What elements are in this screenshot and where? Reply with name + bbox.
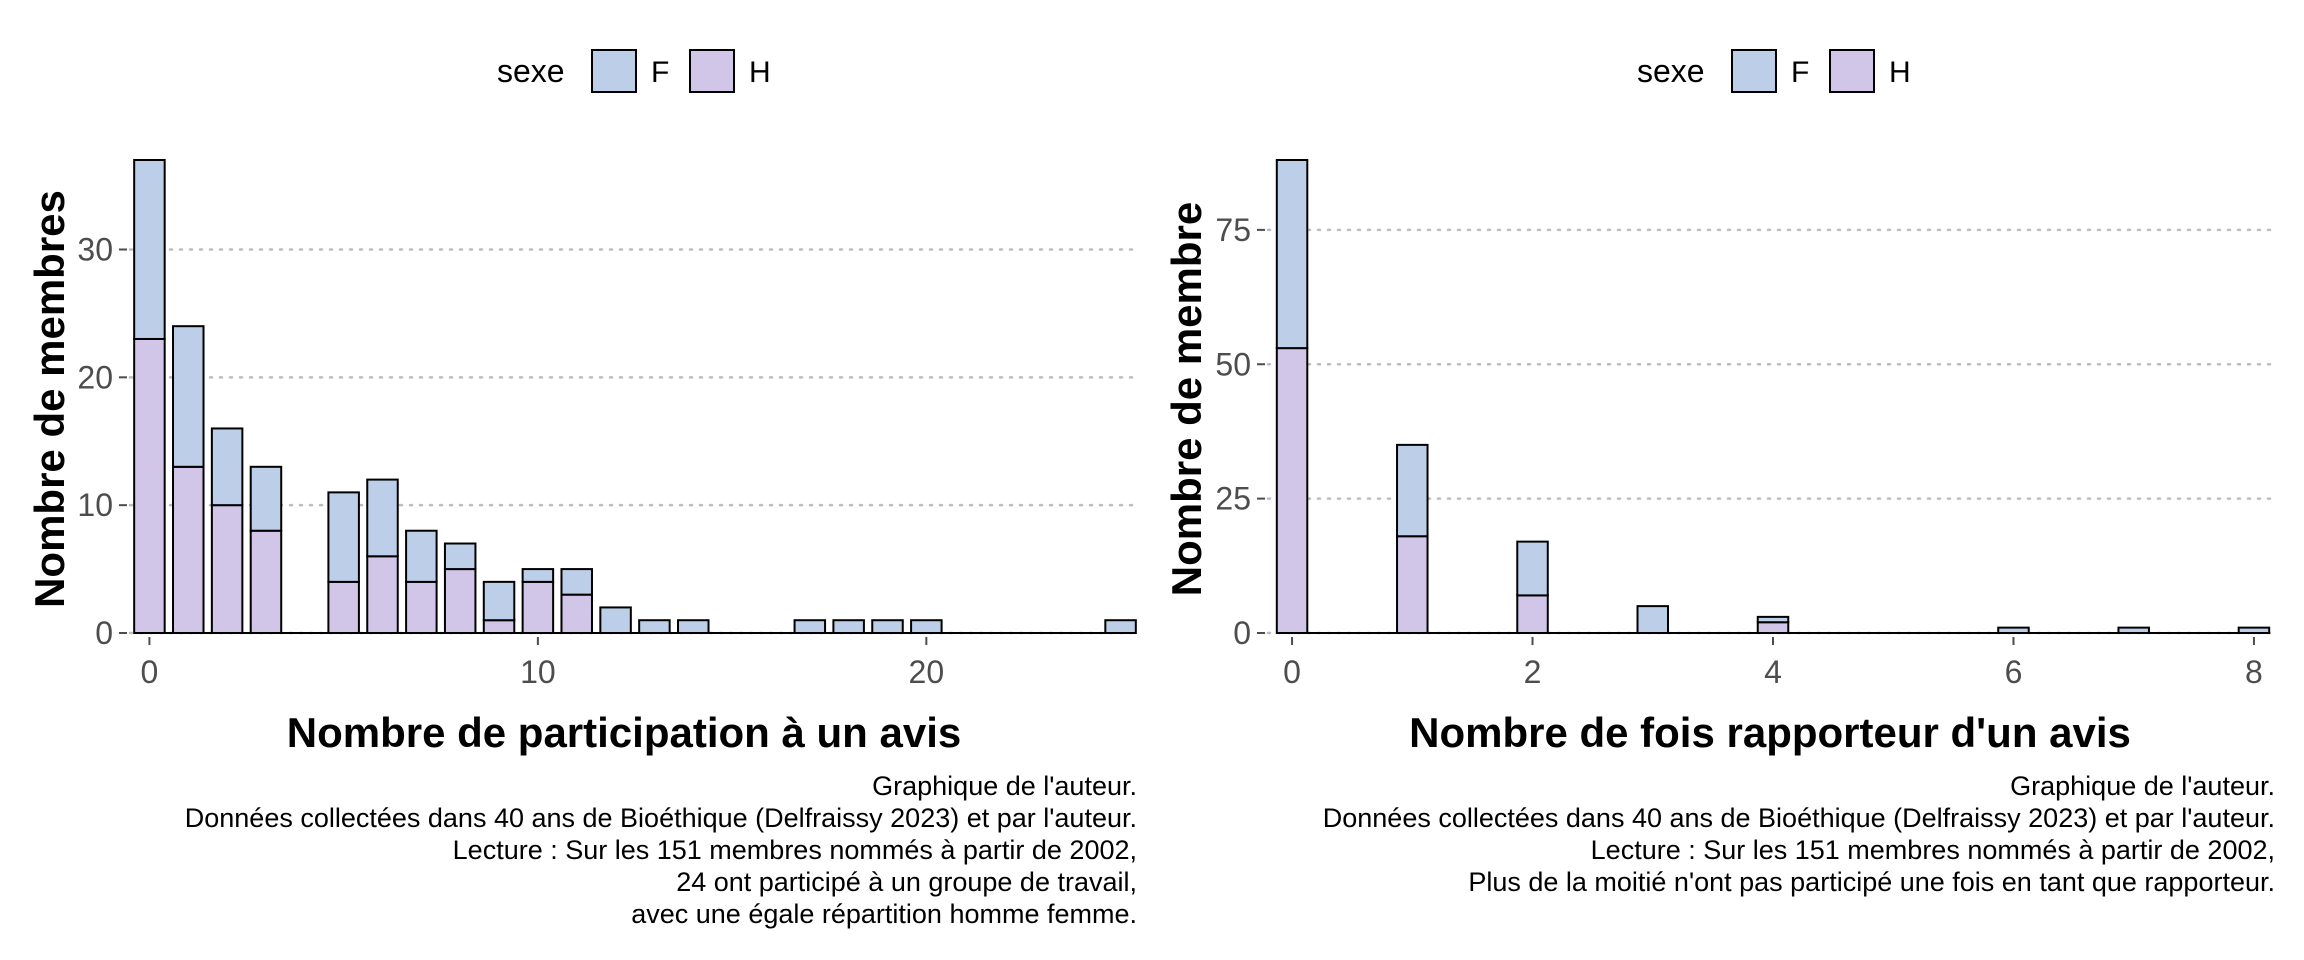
x-axis-title-participation: Nombre de participation à un avis bbox=[287, 709, 961, 756]
legend-rapporteur: sexe F H bbox=[1637, 49, 1911, 93]
y-tick-label: 50 bbox=[1215, 346, 1251, 382]
x-tick-label: 0 bbox=[1283, 654, 1301, 690]
bar-f bbox=[638, 619, 671, 634]
y-axis-title-rapporteur: Nombre de membre bbox=[1163, 202, 1210, 596]
bar-f bbox=[677, 619, 710, 634]
y-tick-label: 30 bbox=[77, 231, 113, 267]
y-tick-label: 10 bbox=[77, 487, 113, 523]
bar-f bbox=[910, 619, 943, 634]
caption-line: Lecture : Sur les 151 membres nommés à p… bbox=[453, 835, 1137, 865]
y-tick-label: 0 bbox=[95, 615, 113, 651]
y-tick-label: 20 bbox=[77, 359, 113, 395]
bar-h bbox=[366, 555, 399, 635]
bar-h bbox=[249, 529, 283, 635]
x-tick-label: 6 bbox=[2005, 654, 2023, 690]
bar-h bbox=[443, 568, 477, 634]
bar-f bbox=[832, 619, 865, 634]
caption-line: 24 ont participé à un groupe de travail, bbox=[676, 867, 1137, 897]
plot-area-rapporteur: 0 25 50 75 0 2 4 6 8 bbox=[1215, 159, 2280, 690]
bar-h bbox=[1756, 621, 1790, 634]
y-axis-title-participation: Nombre de membres bbox=[26, 190, 73, 608]
caption-line: Données collectées dans 40 ans de Bioéth… bbox=[185, 803, 1137, 833]
x-tick-label: 2 bbox=[1524, 654, 1542, 690]
bar-h bbox=[1516, 594, 1549, 634]
bar-f bbox=[1756, 615, 1790, 624]
bar-f bbox=[405, 529, 438, 583]
bar-f bbox=[871, 619, 904, 634]
legend-title: sexe bbox=[497, 53, 565, 89]
bar-f bbox=[482, 580, 516, 622]
bar-f bbox=[133, 159, 166, 340]
bar-f bbox=[521, 568, 555, 583]
y-tick-label: 0 bbox=[1233, 615, 1251, 651]
x-tick-label: 10 bbox=[520, 654, 556, 690]
chart-panel-rapporteur: sexe F H 0 25 50 75 0 2 4 6 8 Nombre de membre N… bbox=[1163, 49, 2280, 897]
bar-h bbox=[1275, 347, 1309, 634]
legend-swatch-f bbox=[1731, 49, 1777, 93]
bar-f bbox=[560, 568, 593, 596]
legend-label-f: F bbox=[651, 56, 669, 89]
legend-participation: sexe F H bbox=[497, 49, 771, 93]
bar-f bbox=[327, 491, 360, 583]
bar-f bbox=[793, 619, 827, 634]
legend-label-h: H bbox=[1889, 56, 1911, 89]
bar-f bbox=[249, 465, 283, 532]
legend-swatch-h bbox=[689, 49, 735, 93]
bar-h bbox=[210, 504, 244, 635]
bar-f bbox=[1516, 540, 1549, 597]
bar-f bbox=[443, 542, 477, 571]
bar-f bbox=[1275, 159, 1309, 350]
bar-h bbox=[405, 580, 438, 635]
legend-swatch-f bbox=[591, 49, 637, 93]
bar-f bbox=[210, 427, 244, 507]
y-tick-label: 75 bbox=[1215, 212, 1251, 248]
bar-f bbox=[599, 606, 632, 635]
legend-label-f: F bbox=[1791, 56, 1809, 89]
legend-title: sexe bbox=[1637, 53, 1705, 89]
caption-rapporteur: Graphique de l'auteur. Données collectée… bbox=[1323, 771, 2275, 897]
caption-line: Plus de la moitié n'ont pas participé un… bbox=[1468, 867, 2275, 897]
bar-h bbox=[133, 337, 166, 634]
bar-f bbox=[1396, 443, 1429, 538]
bar-f bbox=[1104, 619, 1137, 634]
legend-label-h: H bbox=[749, 56, 771, 89]
x-tick-label: 0 bbox=[141, 654, 159, 690]
plot-area-participation: 0 10 20 30 0 10 20 bbox=[77, 159, 1142, 690]
caption-line: avec une égale répartition homme femme. bbox=[631, 899, 1137, 929]
legend-swatch-h bbox=[1829, 49, 1875, 93]
bar-h bbox=[560, 593, 593, 634]
x-axis-title-rapporteur: Nombre de fois rapporteur d'un avis bbox=[1409, 709, 2131, 756]
bar-h bbox=[482, 619, 516, 634]
bar-h bbox=[521, 580, 555, 635]
bar-f bbox=[366, 478, 399, 558]
caption-line: Lecture : Sur les 151 membres nommés à p… bbox=[1591, 835, 2275, 865]
bar-h bbox=[327, 580, 360, 635]
x-tick-label: 20 bbox=[909, 654, 945, 690]
caption-line: Graphique de l'auteur. bbox=[872, 771, 1137, 801]
bar-f bbox=[1636, 605, 1670, 634]
caption-participation: Graphique de l'auteur. Données collectée… bbox=[185, 771, 1137, 929]
caption-line: Graphique de l'auteur. bbox=[2010, 771, 2275, 801]
x-tick-label: 8 bbox=[2245, 654, 2263, 690]
bar-f bbox=[172, 325, 205, 468]
y-tick-label: 25 bbox=[1215, 481, 1251, 517]
bar-h bbox=[1396, 535, 1429, 634]
caption-line: Données collectées dans 40 ans de Bioéth… bbox=[1323, 803, 2275, 833]
x-tick-label: 4 bbox=[1764, 654, 1782, 690]
bar-h bbox=[172, 465, 205, 635]
